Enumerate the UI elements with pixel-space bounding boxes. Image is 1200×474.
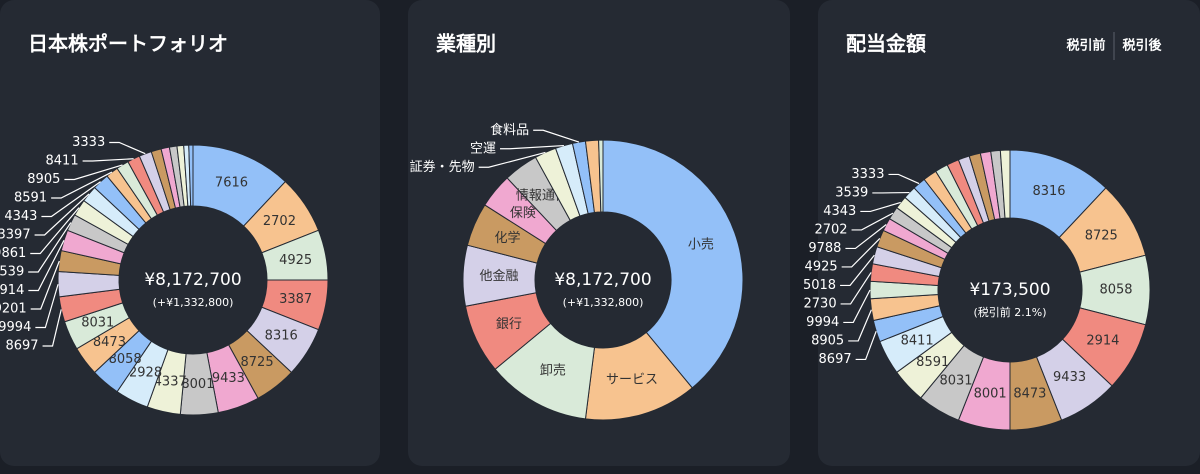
toggle-option[interactable]: 税引前 — [1066, 38, 1105, 54]
center-label: ¥8,172,700 — [554, 270, 651, 290]
slice-label: 4925 — [279, 253, 312, 268]
slice-label: 卸売 — [540, 363, 566, 379]
slice-label: 3333 — [851, 167, 884, 182]
slice-label: 2730 — [804, 296, 837, 311]
slice-label: 8591 — [14, 190, 47, 205]
slice-label: 3539 — [0, 264, 24, 279]
toggle-option[interactable]: 税引後 — [1122, 38, 1162, 54]
card-title: 業種別 — [436, 32, 496, 56]
slice-label: 8905 — [27, 172, 60, 187]
slice-label: 8316 — [265, 328, 298, 343]
slice-label: 8031 — [81, 316, 114, 331]
slice-label: 2928 — [129, 366, 162, 381]
slice-label: 8697 — [819, 352, 852, 367]
slice-label: 9433 — [1053, 370, 1086, 385]
slice-label: 8316 — [1032, 184, 1065, 199]
slice-label: 9788 — [808, 241, 841, 256]
slice-label: 9861 — [0, 246, 26, 261]
center-sublabel: (+¥1,332,800) — [563, 296, 644, 309]
slice-label: 8473 — [1013, 387, 1046, 402]
slice-label: 9994 — [0, 320, 31, 335]
slice-label: 8473 — [93, 335, 126, 350]
slice-label: 8591 — [916, 355, 949, 370]
slice-label: 銀行 — [496, 317, 522, 332]
slice-label: 5018 — [803, 278, 836, 293]
card-title: 日本株ポートフォリオ — [28, 32, 228, 56]
slice-label: 空運 — [470, 141, 496, 156]
slice-label: 2702 — [814, 222, 847, 237]
slice-label: 2702 — [263, 214, 296, 229]
slice-label: 3539 — [835, 185, 868, 200]
slice-label: サービス — [606, 372, 658, 387]
center-sublabel: (税引前 2.1%) — [973, 305, 1046, 319]
slice-label: 8031 — [939, 374, 972, 389]
slice-label: 8411 — [901, 334, 934, 349]
slice-label: 3387 — [279, 292, 312, 307]
center-sublabel: (+¥1,332,800) — [153, 296, 234, 309]
slice-label: 9433 — [212, 371, 245, 386]
slice-label: 2914 — [1086, 334, 1119, 349]
slice-label: 9994 — [806, 315, 839, 330]
slice-label: 食料品 — [490, 122, 529, 138]
slice-label: 9201 — [0, 301, 27, 316]
slice-label: 3397 — [0, 227, 31, 242]
slice-label: 7616 — [215, 175, 248, 190]
slice-label: 証券・先物 — [410, 159, 475, 175]
slice-label: 2914 — [0, 283, 24, 298]
slice-label: 4925 — [805, 259, 838, 274]
slice-label: 8725 — [1085, 229, 1118, 244]
slice-label: 保険 — [510, 206, 536, 221]
slice-label: 小売 — [688, 236, 714, 252]
slice-label: 8058 — [1099, 283, 1132, 298]
slice-label: 4343 — [823, 204, 856, 219]
card-title: 配当金額 — [846, 32, 926, 56]
center-label: ¥8,172,700 — [144, 270, 241, 290]
slice-label: 3333 — [72, 135, 105, 150]
slice-label: 8001 — [974, 387, 1007, 402]
slice-label: 4343 — [4, 209, 37, 224]
slice-label: 8725 — [241, 355, 274, 370]
slice-label: 化学 — [495, 230, 521, 246]
slice-label: 8411 — [46, 153, 79, 168]
slice-label: 8697 — [5, 338, 38, 353]
slice-label: 他金融 — [480, 268, 519, 284]
slice-label: 8905 — [811, 333, 844, 348]
center-label: ¥173,500 — [969, 280, 1050, 300]
